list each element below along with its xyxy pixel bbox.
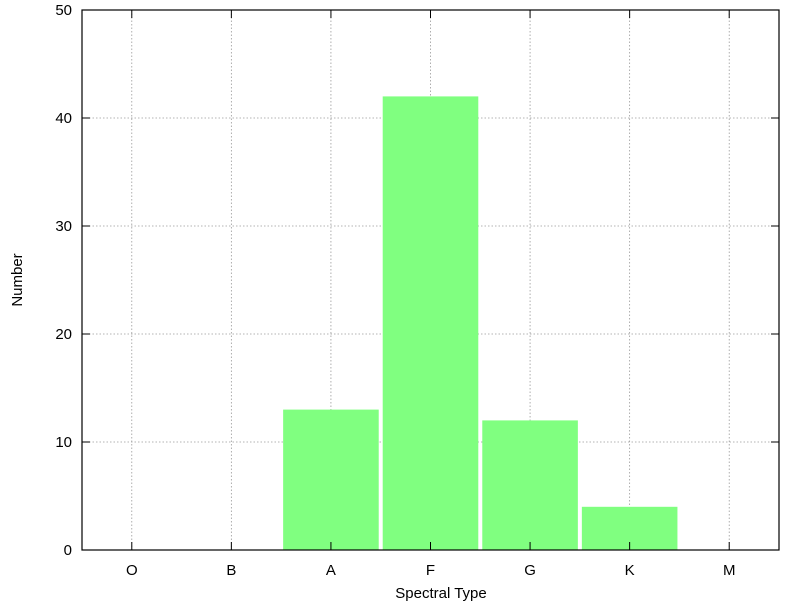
x-tick-label: M [723, 562, 736, 579]
y-tick-label: 40 [55, 110, 72, 127]
x-tick-label: F [426, 562, 435, 579]
bar-F [382, 96, 479, 551]
y-tick-label: 20 [55, 326, 72, 343]
y-tick-label: 10 [55, 434, 72, 451]
bar-G [482, 420, 578, 550]
bar-layer [283, 96, 678, 551]
bar-A [283, 409, 379, 550]
x-tick-label: A [326, 562, 336, 579]
y-tick-label: 0 [64, 542, 72, 559]
x-tick-label: O [126, 562, 138, 579]
x-tick-label: B [226, 562, 236, 579]
y-axis-label: Number [9, 253, 26, 306]
x-axis-label: Spectral Type [395, 585, 486, 602]
x-tick-label: K [625, 562, 635, 579]
tick-layer [82, 9, 779, 551]
y-tick-label: 50 [55, 2, 72, 19]
tick-label-layer: 0 10 20 30 40 50 O B A F G K M [55, 2, 735, 579]
y-tick-label: 30 [55, 218, 72, 235]
x-tick-label: G [524, 562, 536, 579]
